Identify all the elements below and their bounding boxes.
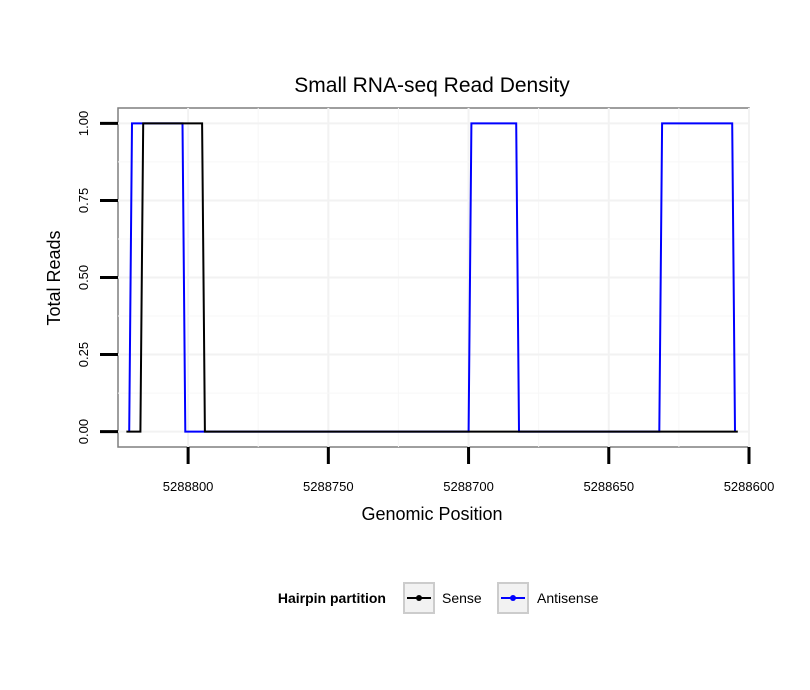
series-layer: [126, 122, 738, 433]
series-line-sense: [126, 122, 738, 433]
x-tick-label: 5288650: [583, 479, 634, 494]
legend-title: Hairpin partition: [278, 590, 386, 606]
x-tick-label: 5288800: [163, 479, 214, 494]
y-axis-title: Total Reads: [44, 230, 64, 325]
x-tick-label: 5288750: [303, 479, 354, 494]
x-tick-label: 5288600: [724, 479, 775, 494]
x-axis: 5288800 5288750 5288700 5288650 5288600: [163, 447, 775, 494]
y-tick-label: 1.00: [76, 111, 91, 136]
y-tick-label: 0.00: [76, 419, 91, 444]
legend-item-sense[interactable]: Sense: [403, 582, 482, 614]
y-tick-label: 0.25: [76, 342, 91, 367]
x-tick-label: 5288700: [443, 479, 494, 494]
y-tick-label: 0.50: [76, 265, 91, 290]
legend: Hairpin partition Sense Antisense: [278, 582, 599, 614]
legend-item-antisense[interactable]: Antisense: [497, 582, 599, 614]
y-axis: 0.00 0.25 0.50 0.75 1.00: [76, 111, 118, 444]
x-axis-title: Genomic Position: [361, 504, 502, 524]
legend-point-antisense: [510, 595, 516, 601]
y-tick-label: 0.75: [76, 188, 91, 213]
legend-label-sense: Sense: [442, 590, 482, 606]
legend-point-sense: [416, 595, 422, 601]
legend-label-antisense: Antisense: [537, 590, 599, 606]
chart-title: Small RNA-seq Read Density: [294, 74, 570, 97]
